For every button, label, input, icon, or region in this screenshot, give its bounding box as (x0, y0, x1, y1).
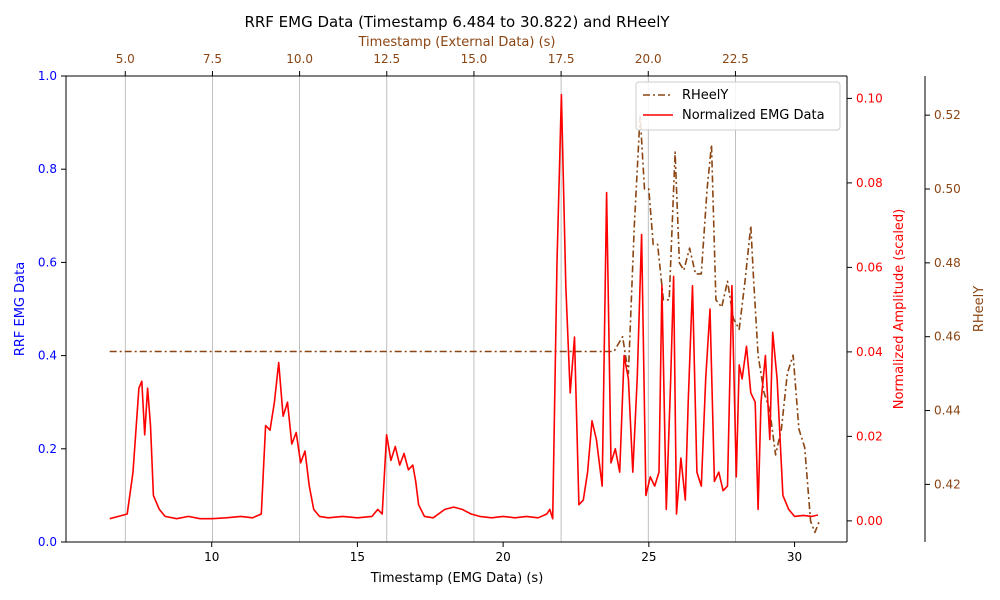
legend-label-rheely: RHeelY (682, 88, 728, 103)
y-tick-label: 0.2 (38, 442, 57, 456)
far-right-y-tick-label: 0.42 (934, 477, 961, 491)
far-right-y-tick-label: 0.44 (934, 404, 961, 418)
y-tick-label: 0.6 (38, 255, 57, 269)
x-tick-label: 30 (787, 550, 802, 564)
right-y-tick-label: 0.08 (856, 176, 883, 190)
top-x-tick-label: 15.0 (461, 52, 488, 66)
right-y-tick-label: 0.04 (856, 345, 883, 359)
top-x-tick-label: 20.0 (635, 52, 662, 66)
y-axis-title: RRF EMG Data (13, 262, 28, 356)
series-emg-line (109, 93, 819, 520)
far-right-y-tick-label: 0.50 (934, 182, 961, 196)
chart-title: RRF EMG Data (Timestamp 6.484 to 30.822)… (244, 13, 670, 31)
y-tick-label: 0.0 (38, 535, 57, 549)
right-y-tick-label: 0.00 (856, 514, 883, 528)
y-tick-label: 0.8 (38, 162, 57, 176)
top-axis-title: Timestamp (External Data) (s) (358, 35, 556, 50)
far-right-y-tick-label: 0.48 (934, 256, 961, 270)
legend-frame (635, 81, 841, 131)
x-tick-label: 20 (495, 550, 510, 564)
top-x-tick-label: 12.5 (373, 52, 400, 66)
top-x-tick-label: 5.0 (116, 52, 135, 66)
far-right-y-tick-label: 0.52 (934, 108, 961, 122)
series-rheely-line (109, 114, 821, 534)
top-x-tick-label: 17.5 (548, 52, 575, 66)
x-tick-label: 15 (350, 550, 365, 564)
right-y-tick-label: 0.10 (856, 91, 883, 105)
series-layer (109, 93, 821, 534)
x-tick-label: 25 (641, 550, 656, 564)
legend-label-emg: Normalized EMG Data (682, 108, 825, 123)
legend: RHeelY Normalized EMG Data (635, 81, 841, 131)
right-y-tick-label: 0.02 (856, 429, 883, 443)
y-tick-label: 1.0 (38, 69, 57, 83)
top-x-tick-label: 22.5 (722, 52, 749, 66)
far-right-axis-title: RHeelY (972, 286, 987, 332)
x-axis-title: Timestamp (EMG Data) (s) (370, 571, 544, 586)
right-y-tick-label: 0.06 (856, 260, 883, 274)
top-x-tick-label: 10.0 (286, 52, 313, 66)
axes-layer: 10 15 20 25 30 5.0 7.5 10.0 12.5 15.0 17.5 20.0 22.5… (38, 52, 961, 564)
x-tick-label: 10 (204, 550, 219, 564)
top-x-tick-label: 7.5 (203, 52, 222, 66)
y-tick-label: 0.4 (38, 349, 57, 363)
grid-layer (124, 76, 736, 542)
far-right-y-tick-label: 0.46 (934, 330, 961, 344)
right-axis-title: Normalized Amplitude (scaled) (892, 209, 907, 410)
